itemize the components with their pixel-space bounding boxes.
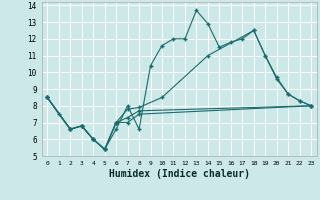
X-axis label: Humidex (Indice chaleur): Humidex (Indice chaleur) [109, 169, 250, 179]
